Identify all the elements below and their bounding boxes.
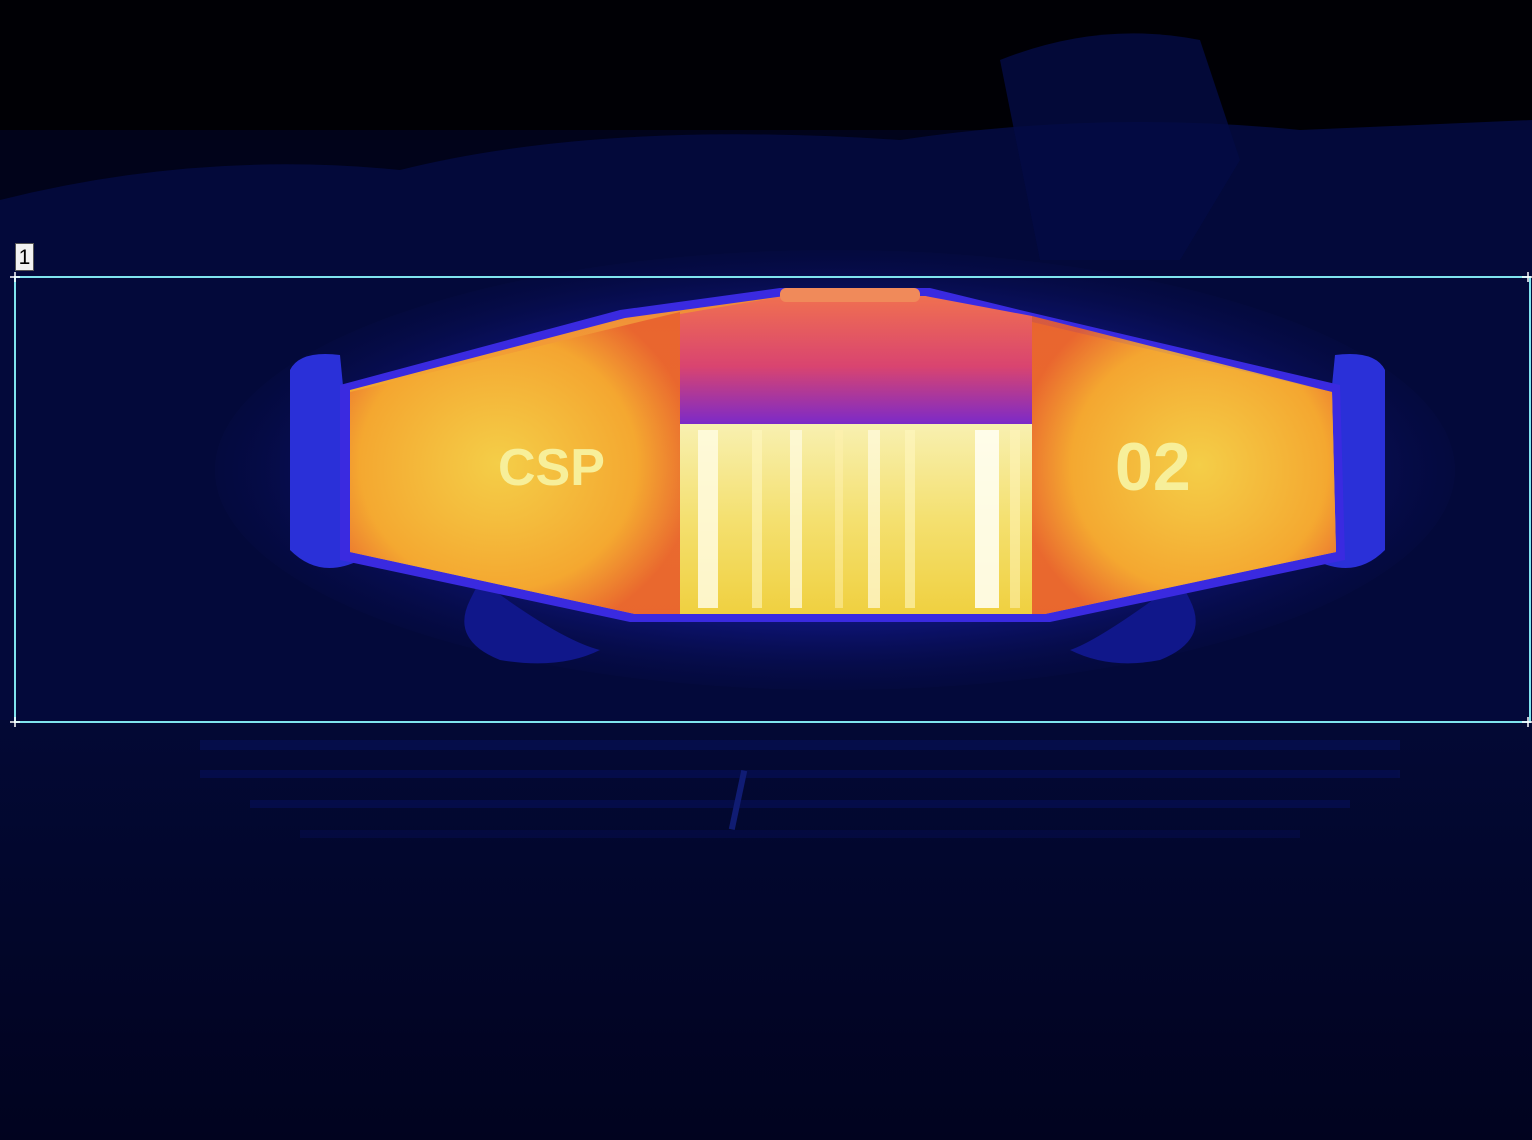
core-fins xyxy=(698,430,1020,608)
top-cap xyxy=(780,288,920,302)
roi-handle-bottom-left[interactable] xyxy=(10,717,20,727)
roi-handle-top-left[interactable] xyxy=(10,272,20,282)
scene-upper-dark xyxy=(0,0,1532,130)
left-marking: CSP xyxy=(498,439,605,497)
roi-box[interactable] xyxy=(10,272,1532,727)
left-section xyxy=(350,312,680,614)
floor-area xyxy=(0,720,1532,1140)
roi-label[interactable]: 1 xyxy=(15,243,34,271)
roi-rectangle[interactable] xyxy=(14,276,1531,723)
left-foot xyxy=(464,580,600,664)
right-marking: 02 xyxy=(1115,429,1191,505)
roi-handle-bottom-right[interactable] xyxy=(1522,717,1532,727)
background-figure xyxy=(1000,33,1240,261)
roi-handle-top-right[interactable] xyxy=(1522,272,1532,282)
right-foot xyxy=(1070,580,1196,664)
floor-stripes xyxy=(200,740,1400,838)
right-section xyxy=(1032,316,1336,614)
top-block xyxy=(680,296,1032,424)
hot-core xyxy=(680,424,1032,614)
